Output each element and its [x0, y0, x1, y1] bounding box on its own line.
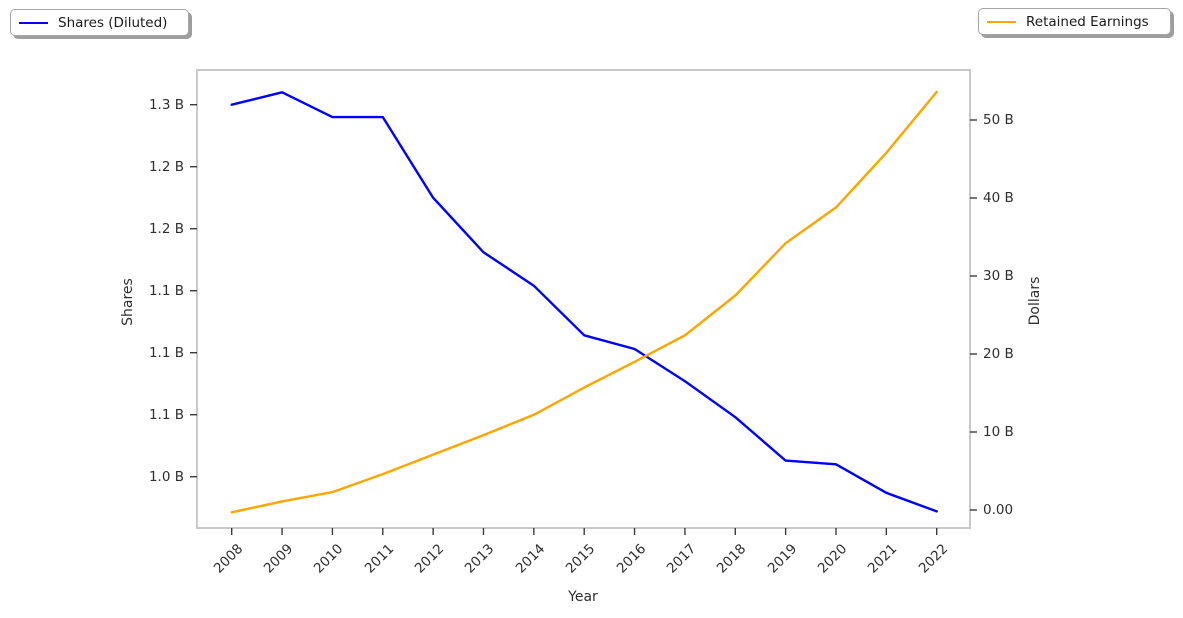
series-line-retained-earnings [230, 90, 938, 514]
y-left-tick-label-1: 1.1 B [148, 406, 184, 423]
series-line-shares-diluted [230, 91, 938, 513]
y-left-tick-label-0: 1.0 B [148, 468, 184, 485]
y-left-tick-label-6: 1.3 B [148, 96, 184, 113]
legend-shares-diluted: Shares (Diluted) [10, 9, 189, 36]
y-right-tick-label-1: 10 B [983, 423, 1014, 440]
y-right-tick-label-3: 30 B [983, 267, 1014, 284]
y-right-tick-label-4: 40 B [983, 189, 1014, 206]
y-right-tick-label-5: 50 B [983, 111, 1014, 128]
legend-label-shares-diluted: Shares (Diluted) [58, 14, 168, 31]
legend-line-sample-orange [987, 20, 1016, 23]
y-right-tick-label-2: 20 B [983, 345, 1014, 362]
right-axis-title: Dollars [1027, 276, 1043, 326]
y-left-tick-label-2: 1.1 B [148, 344, 184, 361]
left-axis-title: Shares [120, 278, 136, 326]
y-left-tick-label-3: 1.1 B [148, 282, 184, 299]
legend-label-retained-earnings: Retained Earnings [1026, 13, 1149, 30]
plot-frame [196, 69, 971, 529]
x-axis-title: Year [568, 589, 598, 605]
legend-line-sample-blue [19, 21, 48, 24]
y-left-tick-label-4: 1.2 B [148, 220, 184, 237]
legend-retained-earnings: Retained Earnings [978, 8, 1171, 35]
y-left-tick-label-5: 1.2 B [148, 158, 184, 175]
y-right-tick-label-0: 0.00 [983, 501, 1014, 518]
